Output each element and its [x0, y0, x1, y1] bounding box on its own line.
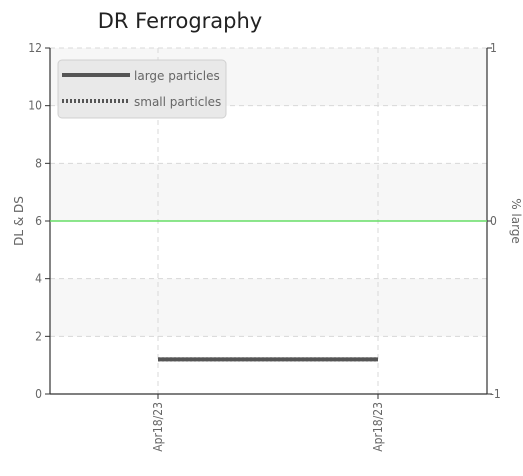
- y2-tick-label: 0: [490, 214, 497, 228]
- plot-band: [50, 163, 487, 221]
- series-group: [50, 220, 487, 362]
- legend-large-label: large particles: [134, 69, 220, 83]
- y-tick-label: 0: [35, 387, 42, 401]
- y-tick-label: 10: [28, 99, 42, 113]
- y-axis-title: DL & DS: [12, 196, 26, 246]
- plot-band: [50, 278, 487, 337]
- y2-tick-label: -1: [490, 387, 501, 401]
- x-tick-label: Apr18/23: [371, 402, 385, 452]
- chart-title: DR Ferrography: [98, 9, 262, 33]
- y-tick-label: 12: [28, 41, 42, 55]
- legend-small-label: small particles: [134, 95, 221, 109]
- y-tick-label: 8: [35, 156, 42, 170]
- y-tick-label: 4: [35, 272, 42, 286]
- y-tick-label: 2: [35, 329, 42, 343]
- left-axis-ticks: 0 2 4 6 8 10 12: [28, 41, 50, 401]
- x-tick-label: Apr18/23: [151, 402, 165, 452]
- legend: large particles small particles: [57, 59, 227, 119]
- y-tick-label: 6: [35, 214, 42, 228]
- right-axis-ticks: -1 0 1: [487, 41, 501, 401]
- y2-axis-title: % large: [509, 198, 523, 244]
- y2-tick-label: 1: [490, 41, 497, 55]
- x-axis-ticks: Apr18/23 Apr18/23: [151, 394, 385, 452]
